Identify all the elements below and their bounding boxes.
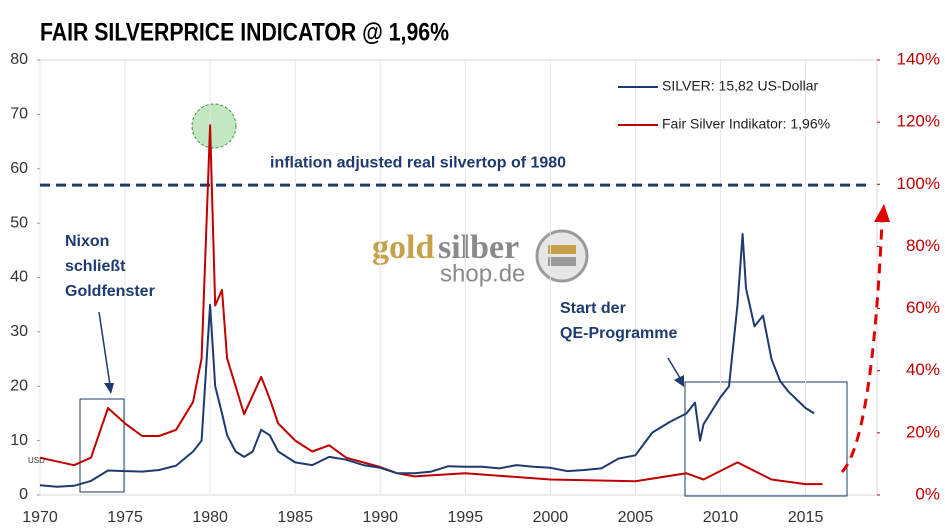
x-tick-label: 1995 <box>448 509 484 526</box>
y2-tick-label: 60% <box>906 298 940 317</box>
logo-text: silber <box>438 229 519 266</box>
y-tick-label: 60 <box>10 160 28 177</box>
peak-circle <box>191 103 237 149</box>
x-tick-label: 2010 <box>703 509 739 526</box>
qe-box <box>684 381 848 497</box>
annotation: Start der <box>560 300 626 317</box>
annotation: schließt <box>65 258 126 275</box>
y2-tick-label: 80% <box>906 236 940 255</box>
y-tick-label: 0 <box>19 486 28 503</box>
y2-tick-label: 20% <box>906 422 940 441</box>
series-line <box>39 233 815 488</box>
logo-text: gold <box>372 229 434 266</box>
nixon-arrow <box>98 311 111 386</box>
y-tick-label: 80 <box>10 51 28 68</box>
y2-tick-label: 140% <box>897 49 940 68</box>
x-tick-label: 2000 <box>533 509 569 526</box>
y-tick-label: 10 <box>10 432 28 449</box>
y-tick-label: 50 <box>10 214 28 231</box>
y-tick-label: 70 <box>10 106 28 123</box>
x-tick-label: 1970 <box>22 509 58 526</box>
y-tick-label: 30 <box>10 323 28 340</box>
nixon-box <box>79 398 125 493</box>
logo-text: shop.de <box>440 260 525 287</box>
annotation: Nixon <box>65 233 109 250</box>
y-tick-label: 40 <box>10 269 28 286</box>
annotation: Goldfenster <box>65 283 155 300</box>
trend-arrow <box>840 221 884 474</box>
trend-arrow-head <box>874 204 890 222</box>
y2-tick-label: 100% <box>897 174 940 193</box>
logo: gold silber shop.de <box>372 229 589 287</box>
x-tick-label: 1985 <box>277 509 313 526</box>
x-tick-label: 1975 <box>107 509 143 526</box>
reference-label: inflation adjusted real silvertop of 198… <box>270 154 566 171</box>
x-tick-label: 1980 <box>192 509 228 526</box>
y2-tick-label: 40% <box>906 360 940 379</box>
y-unit-label: USD <box>28 456 45 465</box>
x-tick-label: 2015 <box>788 509 824 526</box>
logo-icon <box>548 257 576 266</box>
logo-icon <box>548 245 576 254</box>
series-line <box>39 124 823 486</box>
x-tick-label: 2005 <box>618 509 654 526</box>
legend-label: Fair Silver Indikator: 1,96% <box>662 116 830 132</box>
y2-tick-label: 120% <box>897 112 940 131</box>
chart-title: FAIR SILVERPRICE INDICATOR @ 1,96% <box>40 18 449 46</box>
y2-tick-label: 0% <box>915 484 940 503</box>
annotation: QE-Programme <box>560 325 677 342</box>
qe-arrow-head <box>674 375 684 387</box>
nixon-arrow-head <box>104 383 114 394</box>
legend-label: SILVER: 15,82 US-Dollar <box>662 78 818 94</box>
y-tick-label: 20 <box>10 377 28 394</box>
qe-arrow <box>667 357 681 379</box>
logo-icon <box>535 229 589 283</box>
x-tick-label: 1990 <box>362 509 398 526</box>
